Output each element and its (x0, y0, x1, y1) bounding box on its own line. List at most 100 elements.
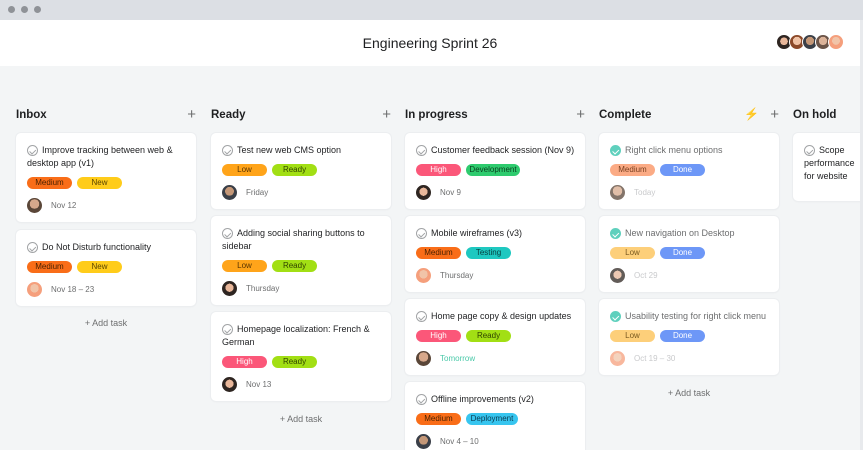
column-header: Ready + (211, 106, 396, 125)
check-circle-icon[interactable] (416, 394, 427, 405)
priority-tag[interactable]: Low (222, 164, 267, 176)
assignee-avatar[interactable] (610, 351, 625, 366)
task-card[interactable]: Customer feedback session (Nov 9) High D… (405, 133, 585, 209)
task-card[interactable]: Do Not Disturb functionality Medium New … (16, 230, 196, 306)
assignee-avatar[interactable] (222, 281, 237, 296)
window-titlebar (0, 0, 863, 20)
task-title: Adding social sharing buttons to sidebar (222, 228, 365, 251)
due-date[interactable]: Oct 19 – 30 (634, 354, 676, 363)
status-tag[interactable]: Development (466, 164, 520, 176)
add-icon[interactable]: + (576, 106, 585, 123)
status-tag[interactable]: Deployment (466, 413, 518, 425)
due-date[interactable]: Thursday (246, 284, 280, 293)
task-card[interactable]: Offline improvements (v2) Medium Deploym… (405, 382, 585, 450)
due-date[interactable]: Nov 4 – 10 (440, 437, 479, 446)
check-circle-icon[interactable] (804, 145, 815, 156)
status-tag[interactable]: Done (660, 330, 705, 342)
assignee-avatar[interactable] (610, 268, 625, 283)
member-avatar[interactable] (828, 34, 844, 50)
check-circle-icon[interactable] (610, 311, 621, 322)
task-card[interactable]: Home page copy & design updates High Rea… (405, 299, 585, 375)
priority-tag[interactable]: High (416, 330, 461, 342)
due-date[interactable]: Thursday (440, 271, 474, 280)
assignee-avatar[interactable] (27, 282, 42, 297)
window-maximize-dot[interactable] (34, 6, 41, 13)
priority-tag[interactable]: Medium (27, 261, 72, 273)
assignee-avatar[interactable] (222, 185, 237, 200)
status-tag[interactable]: New (77, 261, 122, 273)
priority-tag[interactable]: Low (222, 260, 267, 272)
due-date[interactable]: Nov 18 – 23 (51, 285, 95, 294)
assignee-avatar[interactable] (610, 185, 625, 200)
priority-tag[interactable]: High (416, 164, 461, 176)
check-circle-icon[interactable] (416, 311, 427, 322)
assignee-avatar[interactable] (416, 434, 431, 449)
due-date[interactable]: Oct 29 (634, 271, 658, 280)
check-circle-icon[interactable] (610, 228, 621, 239)
status-tag[interactable]: New (77, 177, 122, 189)
due-date[interactable]: Today (634, 188, 656, 197)
column-title: Ready (211, 109, 246, 121)
task-card[interactable]: Homepage localization: French & German H… (211, 312, 391, 401)
priority-tag[interactable]: Low (610, 330, 655, 342)
status-tag[interactable]: Done (660, 247, 705, 259)
due-date[interactable]: Nov 13 (246, 380, 272, 389)
window-close-dot[interactable] (8, 6, 15, 13)
status-tag[interactable]: Done (660, 164, 705, 176)
due-date[interactable]: Tomorrow (440, 354, 476, 363)
assignee-avatar[interactable] (416, 268, 431, 283)
column-title: On hold (793, 109, 837, 121)
priority-tag[interactable]: Low (610, 247, 655, 259)
status-tag[interactable]: Ready (272, 260, 317, 272)
check-circle-icon[interactable] (222, 145, 233, 156)
due-date[interactable]: Friday (246, 188, 269, 197)
assignee-avatar[interactable] (27, 198, 42, 213)
task-title: Improve tracking between web & desktop a… (27, 145, 173, 168)
priority-tag[interactable]: Medium (27, 177, 72, 189)
add-icon[interactable]: + (770, 106, 779, 123)
add-icon[interactable]: + (382, 106, 391, 123)
add-task-button[interactable]: + Add task (84, 318, 128, 328)
status-tag[interactable]: Ready (466, 330, 511, 342)
due-date[interactable]: Nov 9 (440, 188, 461, 197)
task-title: Mobile wireframes (v3) (431, 228, 523, 238)
add-task-button[interactable]: + Add task (279, 414, 323, 424)
task-card[interactable]: Mobile wireframes (v3) Medium Testing Th… (405, 216, 585, 292)
check-circle-icon[interactable] (27, 242, 38, 253)
task-tags: High Ready (222, 356, 322, 368)
add-task-button[interactable]: + Add task (667, 388, 711, 398)
status-tag[interactable]: Ready (272, 356, 317, 368)
check-circle-icon[interactable] (416, 228, 427, 239)
due-date[interactable]: Nov 12 (51, 201, 77, 210)
assignee-avatar[interactable] (222, 377, 237, 392)
window-minimize-dot[interactable] (21, 6, 28, 13)
task-card[interactable]: Right click menu options Medium Done Tod… (599, 133, 779, 209)
priority-tag[interactable]: High (222, 356, 267, 368)
task-card[interactable]: Adding social sharing buttons to sidebar… (211, 216, 391, 305)
priority-tag[interactable]: Medium (416, 413, 461, 425)
check-circle-icon[interactable] (222, 324, 233, 335)
priority-tag[interactable]: Medium (416, 247, 461, 259)
check-circle-icon[interactable] (610, 145, 621, 156)
column-title: Inbox (16, 109, 47, 121)
priority-tag[interactable]: Medium (610, 164, 655, 176)
window-edge (860, 20, 863, 450)
task-card[interactable]: New navigation on Desktop Low Done Oct 2… (599, 216, 779, 292)
task-tags: Low Ready (222, 260, 322, 272)
project-members[interactable] (776, 34, 844, 50)
assignee-avatar[interactable] (416, 185, 431, 200)
task-card[interactable]: Test new web CMS option Low Ready Friday (211, 133, 391, 209)
assignee-avatar[interactable] (416, 351, 431, 366)
task-card[interactable]: Usability testing for right click menu L… (599, 299, 779, 375)
task-title: Scope performance for website (804, 145, 855, 181)
check-circle-icon[interactable] (416, 145, 427, 156)
task-card[interactable]: Scope performance for website (793, 133, 860, 201)
lightning-bolt-icon[interactable]: ⚡ (744, 107, 759, 121)
status-tag[interactable]: Testing (466, 247, 511, 259)
column-header: Complete ⚡ + (599, 106, 784, 125)
status-tag[interactable]: Ready (272, 164, 317, 176)
task-card[interactable]: Improve tracking between web & desktop a… (16, 133, 196, 222)
check-circle-icon[interactable] (27, 145, 38, 156)
add-icon[interactable]: + (187, 106, 196, 123)
check-circle-icon[interactable] (222, 228, 233, 239)
